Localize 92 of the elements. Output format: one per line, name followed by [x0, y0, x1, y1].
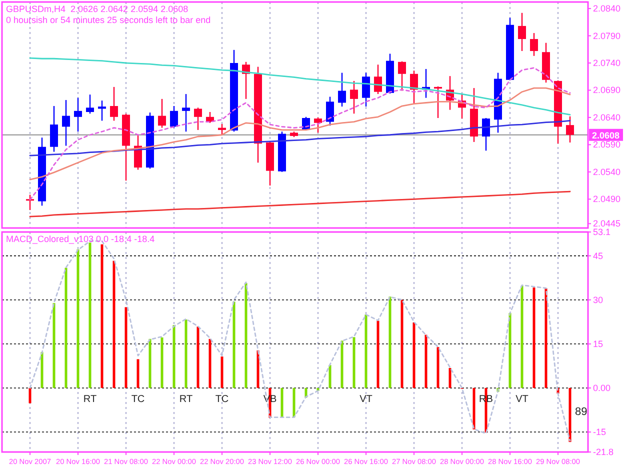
bar — [76, 249, 80, 388]
candlestick — [398, 60, 406, 92]
bar — [220, 356, 224, 388]
bar — [184, 320, 188, 388]
y-tick-label: 2.0590 — [593, 140, 621, 150]
bar — [328, 365, 332, 388]
candlestick — [338, 72, 346, 108]
line-series — [29, 87, 571, 180]
bar — [448, 368, 452, 388]
candlestick — [218, 123, 226, 136]
bar — [112, 260, 116, 388]
candlestick — [74, 97, 82, 132]
y-tick-label: -21.8 — [593, 447, 614, 457]
annotation: 89 — [575, 406, 588, 418]
y-tick-label: 2.0640 — [593, 112, 621, 122]
bar — [292, 388, 296, 418]
bar — [148, 338, 152, 388]
chart-title: MACD_Colored_v103 0.0 -18.4 -18.4 — [6, 234, 155, 244]
candlestick — [374, 64, 382, 95]
bar — [196, 326, 200, 388]
y-tick-label: 15 — [593, 338, 604, 349]
candlestick — [86, 94, 94, 114]
data-label: RT — [179, 394, 193, 405]
candlestick — [170, 105, 178, 128]
y-tick-label: 30 — [593, 294, 604, 305]
y-tick-label: 2.0445 — [593, 218, 621, 229]
bar — [568, 388, 572, 442]
y-tick-label: 2.0790 — [593, 30, 621, 41]
bar — [64, 268, 68, 388]
bar — [52, 303, 56, 388]
y-tick-label: 2.0840 — [593, 4, 621, 14]
bar — [340, 340, 344, 388]
y-tick-label: 2.0690 — [593, 85, 621, 96]
y-tick-label: 2.0490 — [593, 194, 621, 204]
y-tick-label: 53.1 — [593, 227, 611, 237]
y-tick-label: 2.0740 — [593, 58, 621, 68]
data-label: VT — [360, 394, 372, 405]
candlestick — [566, 116, 574, 144]
bar — [364, 314, 368, 388]
bar — [28, 388, 32, 404]
chart-title: GBPUSDm,H4 2.0626 2.0642 2.0594 2.0608 — [6, 4, 188, 14]
bar — [136, 359, 140, 388]
data-label: TC — [215, 394, 229, 405]
bar — [472, 388, 476, 430]
y-tick-label: 2.0540 — [593, 166, 621, 177]
bar — [376, 320, 380, 388]
candlestick — [110, 86, 118, 122]
data-label: TC — [131, 394, 145, 405]
bar — [280, 388, 284, 418]
candlestick — [530, 32, 538, 57]
candlestick — [194, 107, 202, 131]
annotation: 0 hoursish or 54 minutes 25 seconds left to bar end — [6, 15, 211, 25]
data-label: RT — [83, 394, 97, 405]
bar — [124, 307, 128, 388]
data-label: VT — [516, 394, 528, 405]
bar — [172, 325, 176, 388]
candlestick — [326, 96, 334, 126]
candlestick — [314, 116, 322, 134]
bar — [208, 338, 212, 388]
candlestick — [362, 72, 370, 108]
candlestick — [182, 93, 190, 132]
line-series — [29, 57, 571, 116]
bar — [40, 352, 44, 388]
candlestick — [62, 99, 70, 146]
candlestick — [482, 117, 490, 152]
bar — [88, 242, 92, 388]
candlestick — [158, 98, 166, 128]
y-tick-label: 0.00 — [593, 382, 611, 393]
ref-line-label: 2.0608 — [592, 130, 620, 140]
line-series — [29, 190, 571, 218]
candlestick — [434, 86, 442, 119]
bar — [244, 283, 248, 388]
bar — [544, 288, 548, 388]
bar — [508, 313, 512, 388]
bar — [388, 296, 392, 388]
bar — [412, 322, 416, 388]
candlestick — [50, 105, 58, 152]
bar — [100, 244, 104, 388]
bar — [160, 337, 164, 388]
bar — [424, 334, 428, 388]
candlestick — [350, 80, 358, 114]
candlestick — [98, 100, 106, 122]
candlestick — [518, 12, 526, 52]
bar — [232, 302, 236, 388]
bar — [436, 347, 440, 388]
bar — [400, 300, 404, 388]
y-tick-label: -15 — [593, 427, 606, 438]
y-tick-label: 45 — [593, 250, 604, 261]
bar — [256, 350, 260, 388]
bar — [520, 286, 524, 388]
bar — [352, 337, 356, 388]
bar — [532, 288, 536, 388]
